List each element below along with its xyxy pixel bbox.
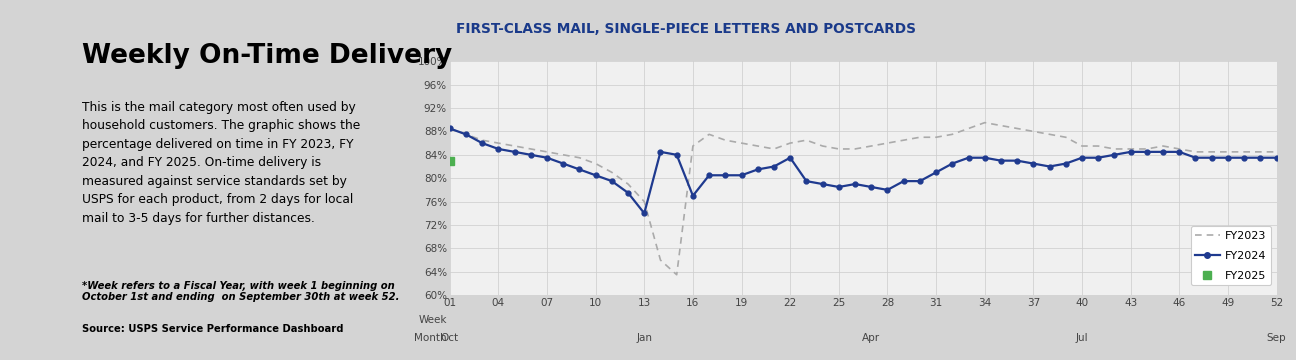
Text: FIRST-CLASS MAIL, SINGLE-PIECE LETTERS AND POSTCARDS: FIRST-CLASS MAIL, SINGLE-PIECE LETTERS A… bbox=[456, 22, 916, 36]
Text: Jul: Jul bbox=[1076, 333, 1089, 343]
Text: This is the mail category most often used by
household customers. The graphic sh: This is the mail category most often use… bbox=[82, 101, 360, 225]
Text: Jan: Jan bbox=[636, 333, 652, 343]
Text: Apr: Apr bbox=[862, 333, 880, 343]
Text: Month: Month bbox=[415, 333, 447, 343]
Text: *Week refers to a Fiscal Year, with week 1 beginning on
October 1st and ending  : *Week refers to a Fiscal Year, with week… bbox=[82, 281, 399, 302]
Text: Sep: Sep bbox=[1266, 333, 1287, 343]
Text: Weekly On-Time Delivery: Weekly On-Time Delivery bbox=[82, 43, 452, 69]
Text: Week: Week bbox=[419, 315, 447, 325]
Text: Source: USPS Service Performance Dashboard: Source: USPS Service Performance Dashboa… bbox=[82, 324, 343, 334]
Legend: FY2023, FY2024, FY2025: FY2023, FY2024, FY2025 bbox=[1191, 226, 1271, 285]
Text: Oct: Oct bbox=[441, 333, 459, 343]
